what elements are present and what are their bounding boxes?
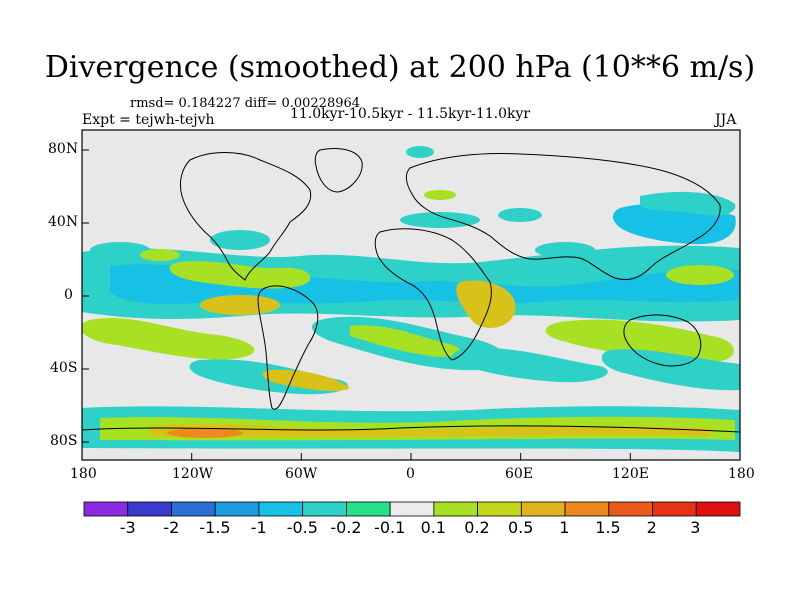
colorbar-label: 0.1 — [420, 518, 447, 537]
contour-pacific-north-green — [640, 191, 736, 216]
contour-europe-green — [498, 208, 542, 222]
lon-tick-label: 60W — [285, 466, 318, 482]
contour-southern-ocean-green — [452, 347, 608, 383]
colorbar-swatch — [83, 501, 129, 517]
contour-north-atlantic-green — [400, 212, 480, 228]
contour-tropical-band-yellow — [169, 261, 311, 289]
map-title: Divergence (smoothed) at 200 hPa (10**6 … — [44, 50, 756, 85]
colorbar-swatch — [171, 501, 216, 517]
lon-tick-label: 0 — [406, 466, 415, 482]
contour-north-america-green — [210, 230, 270, 250]
colorbar-label: -0.5 — [286, 518, 318, 537]
lon-tick-label: 120E — [612, 466, 649, 482]
colorbar-label: 1 — [559, 518, 570, 537]
colorbar-label: 0.2 — [464, 518, 490, 537]
colorbar-swatch — [433, 501, 479, 517]
colorbar-swatch — [477, 501, 522, 517]
contour-central-pacific-yellow — [200, 295, 280, 315]
coast-africa — [374, 228, 492, 361]
contour-southern-band-orange — [150, 424, 710, 437]
coastlines — [82, 148, 740, 433]
lat-tick-label: 80S — [50, 433, 78, 449]
period-label: 11.0kyr-10.5kyr - 11.5kyr-11.0kyr — [290, 106, 531, 122]
colorbar-swatch — [389, 501, 435, 517]
contour-east-pacific-yellow — [140, 249, 180, 261]
experiment-label: Expt = tejwh-tejvh — [82, 112, 215, 128]
contour-west-africa-yellow — [456, 280, 516, 329]
axis-ticks — [81, 149, 741, 460]
coast-north-america — [179, 152, 312, 281]
contour-tropical-band-cyan — [110, 264, 740, 305]
coast-australia — [623, 314, 702, 367]
colorbar-label: -1 — [250, 518, 267, 537]
colorbar-label: -2 — [163, 518, 180, 537]
colorbar-label: 2 — [646, 518, 657, 537]
colorbar-swatch — [258, 501, 304, 517]
coast-antarctica — [82, 425, 740, 433]
colorbar-swatch — [608, 501, 653, 517]
map-plot-area — [82, 130, 740, 460]
lon-tick-label: 180 — [728, 466, 755, 482]
lon-tick-label: 120W — [172, 466, 214, 482]
colorbar-swatch — [214, 501, 260, 517]
colorbar-swatch — [520, 501, 566, 517]
coast-south-america — [257, 285, 319, 410]
colorbar-label: -1.5 — [199, 518, 231, 537]
contour-southern-band-strong — [167, 428, 243, 438]
colorbar-label: 0.5 — [507, 518, 534, 537]
contour-south-pacific-yellow — [82, 317, 255, 360]
coast-greenland — [314, 148, 363, 193]
colorbar-label: 3 — [690, 518, 701, 537]
lon-tick-label: 60E — [505, 466, 534, 482]
contour-australia-east-green — [601, 349, 740, 391]
lat-tick-label: 40N — [48, 214, 79, 230]
season-label: JJA — [715, 112, 737, 128]
contour-south-atlantic-yellow — [350, 325, 461, 357]
colorbar — [83, 501, 741, 517]
colorbar-swatch — [652, 501, 697, 517]
colorbar-label: -0.1 — [374, 518, 406, 537]
contour-west-pacific-yellow — [666, 265, 734, 285]
contour-south-mid-yellow — [262, 369, 350, 391]
contour-indian-ocean-yellow — [545, 319, 734, 362]
colorbar-label: -3 — [119, 518, 136, 537]
colorbar-label: -0.2 — [330, 518, 362, 537]
colorbar-swatch — [345, 501, 391, 517]
contour-east-pacific-green — [90, 242, 150, 258]
lat-tick-label: 0 — [64, 287, 73, 303]
colorbar-swatch — [127, 501, 172, 517]
coast-eurasia — [405, 153, 721, 281]
lat-tick-label: 40S — [50, 360, 78, 376]
lat-tick-label: 80N — [48, 141, 79, 157]
colorbar-swatch — [695, 501, 741, 517]
contour-asia-green — [535, 242, 595, 258]
contour-arctic-green — [406, 146, 434, 158]
colorbar-label: 1.5 — [595, 518, 621, 537]
colorbar-swatch — [302, 501, 347, 517]
rmsd-label: rmsd= 0.184227 diff= 0.00228964 — [130, 96, 361, 111]
colorbar-swatch — [564, 501, 610, 517]
lon-tick-label: 180 — [70, 466, 97, 482]
contour-north-asia-yellow — [424, 190, 456, 200]
